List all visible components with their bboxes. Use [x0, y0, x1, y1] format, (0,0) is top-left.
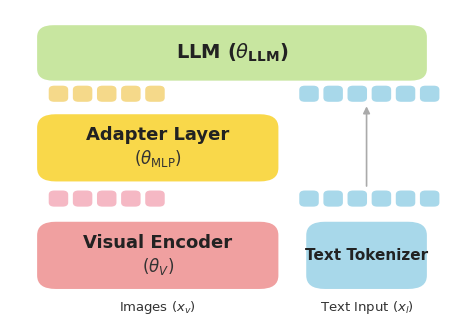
FancyBboxPatch shape	[37, 222, 278, 289]
FancyBboxPatch shape	[97, 191, 116, 207]
FancyBboxPatch shape	[395, 191, 414, 207]
FancyBboxPatch shape	[323, 86, 342, 102]
Text: Images ($x_v$): Images ($x_v$)	[119, 299, 196, 316]
FancyBboxPatch shape	[299, 191, 318, 207]
FancyBboxPatch shape	[347, 191, 366, 207]
FancyBboxPatch shape	[145, 191, 164, 207]
FancyBboxPatch shape	[49, 86, 68, 102]
Text: LLM ($\theta_\mathregular{LLM}$): LLM ($\theta_\mathregular{LLM}$)	[175, 42, 288, 64]
FancyBboxPatch shape	[306, 222, 426, 289]
FancyBboxPatch shape	[299, 86, 318, 102]
FancyBboxPatch shape	[371, 86, 390, 102]
Text: ($\theta_V$): ($\theta_V$)	[141, 256, 174, 277]
Text: Adapter Layer: Adapter Layer	[86, 126, 229, 144]
FancyBboxPatch shape	[145, 86, 164, 102]
FancyBboxPatch shape	[347, 86, 366, 102]
FancyBboxPatch shape	[37, 25, 426, 81]
Text: ($\theta_\mathregular{MLP}$): ($\theta_\mathregular{MLP}$)	[134, 148, 181, 169]
FancyBboxPatch shape	[419, 86, 438, 102]
FancyBboxPatch shape	[73, 86, 92, 102]
FancyBboxPatch shape	[49, 191, 68, 207]
Text: Visual Encoder: Visual Encoder	[83, 234, 232, 252]
Text: Text Input ($x_l$): Text Input ($x_l$)	[319, 299, 413, 316]
FancyBboxPatch shape	[97, 86, 116, 102]
FancyBboxPatch shape	[371, 191, 390, 207]
FancyBboxPatch shape	[121, 191, 140, 207]
FancyBboxPatch shape	[73, 191, 92, 207]
FancyBboxPatch shape	[419, 191, 438, 207]
Text: Text Tokenizer: Text Tokenizer	[304, 248, 427, 263]
FancyBboxPatch shape	[121, 86, 140, 102]
FancyBboxPatch shape	[323, 191, 342, 207]
FancyBboxPatch shape	[37, 114, 278, 181]
FancyBboxPatch shape	[395, 86, 414, 102]
